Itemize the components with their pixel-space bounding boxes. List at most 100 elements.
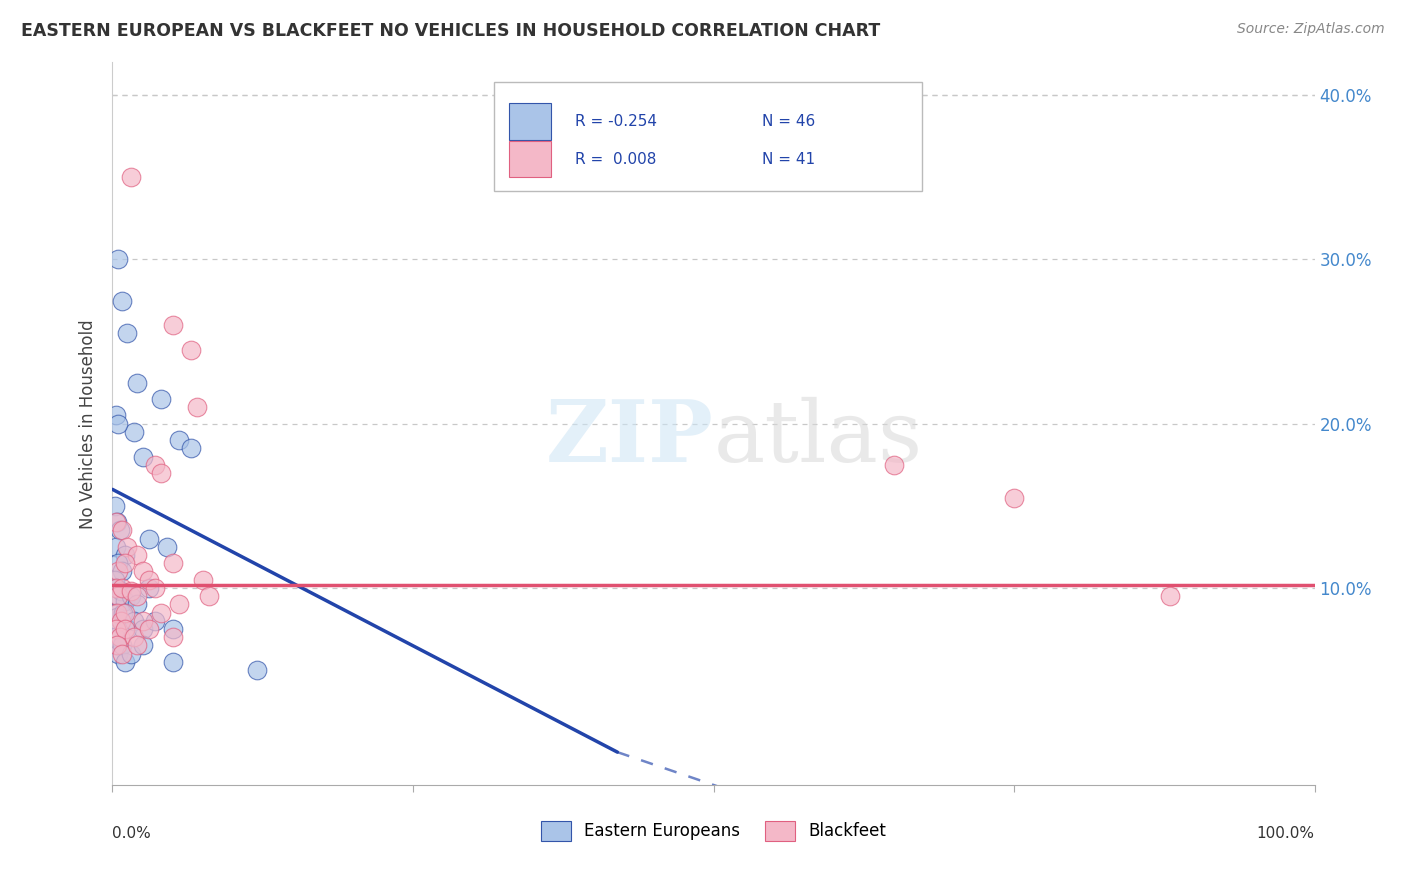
Point (883, 458, 905, 472)
Point (107, 647, 129, 661)
Point (162, 318, 184, 333)
Point (131, 565, 153, 579)
Point (112, 606, 135, 620)
Point (104, 630, 127, 644)
Point (104, 499, 127, 513)
Point (122, 614, 145, 628)
Point (1159, 589, 1181, 603)
Point (122, 425, 145, 439)
Point (115, 540, 138, 554)
Point (107, 556, 129, 570)
Point (108, 617, 131, 632)
Text: N = 41: N = 41 (762, 152, 814, 167)
Point (114, 594, 136, 608)
Bar (509, 141, 551, 178)
Point (108, 524, 131, 538)
Point (120, 589, 142, 603)
Point (131, 614, 153, 628)
Point (108, 630, 131, 644)
Point (111, 581, 134, 595)
Point (105, 606, 128, 620)
Point (125, 548, 148, 562)
Point (143, 581, 166, 595)
Text: R =  0.008: R = 0.008 (575, 152, 657, 167)
Point (1002, 491, 1025, 505)
Point (162, 630, 184, 644)
Point (143, 458, 166, 472)
Text: N = 46: N = 46 (762, 114, 815, 129)
Point (120, 647, 142, 661)
Point (111, 293, 134, 308)
Point (191, 573, 214, 587)
Point (149, 606, 172, 620)
Point (120, 584, 142, 599)
Legend: Eastern Europeans, Blackfeet: Eastern Europeans, Blackfeet (533, 813, 894, 849)
Point (180, 442, 202, 456)
Point (115, 326, 138, 341)
Point (131, 639, 153, 653)
Point (167, 433, 190, 447)
Text: atlas: atlas (714, 397, 922, 480)
Point (107, 565, 129, 579)
Point (138, 622, 160, 636)
Point (149, 466, 172, 480)
Point (107, 589, 129, 603)
Point (143, 614, 166, 628)
Point (107, 252, 129, 267)
Point (107, 417, 129, 431)
Point (105, 639, 128, 653)
Text: R = -0.254: R = -0.254 (575, 114, 657, 129)
Point (125, 639, 148, 653)
Point (105, 540, 128, 554)
Point (110, 584, 132, 599)
Point (131, 622, 153, 636)
Point (105, 581, 128, 595)
Point (105, 610, 128, 624)
Point (122, 630, 145, 644)
FancyBboxPatch shape (494, 82, 921, 191)
Point (138, 573, 160, 587)
Point (104, 573, 127, 587)
Point (111, 639, 134, 653)
Point (111, 647, 134, 661)
Point (110, 614, 132, 628)
Point (114, 548, 136, 562)
Point (105, 515, 128, 529)
Point (125, 598, 148, 612)
Point (131, 450, 153, 464)
Point (114, 606, 136, 620)
Point (115, 622, 138, 636)
Point (105, 581, 128, 595)
Point (138, 532, 160, 546)
Text: ZIP: ZIP (546, 396, 714, 480)
Point (186, 401, 208, 415)
Point (167, 598, 190, 612)
Text: 0.0%: 0.0% (112, 826, 152, 841)
Point (180, 343, 202, 357)
Text: 100.0%: 100.0% (1257, 826, 1315, 841)
Y-axis label: No Vehicles in Household: No Vehicles in Household (79, 318, 97, 529)
Point (162, 655, 184, 669)
Point (149, 392, 172, 406)
Point (105, 622, 128, 636)
Point (120, 170, 142, 185)
Point (107, 589, 129, 603)
Text: Source: ZipAtlas.com: Source: ZipAtlas.com (1237, 22, 1385, 37)
Point (125, 376, 148, 390)
Text: EASTERN EUROPEAN VS BLACKFEET NO VEHICLES IN HOUSEHOLD CORRELATION CHART: EASTERN EUROPEAN VS BLACKFEET NO VEHICLE… (21, 22, 880, 40)
Point (246, 663, 269, 677)
Point (105, 639, 128, 653)
Point (155, 540, 177, 554)
Point (162, 556, 184, 570)
Point (104, 606, 127, 620)
Point (125, 589, 148, 603)
Point (114, 622, 136, 636)
Point (114, 556, 136, 570)
Point (114, 655, 136, 669)
Point (105, 409, 128, 423)
Bar (509, 103, 551, 140)
Point (111, 565, 134, 579)
Point (197, 589, 219, 603)
Point (105, 515, 128, 529)
Point (138, 581, 160, 595)
